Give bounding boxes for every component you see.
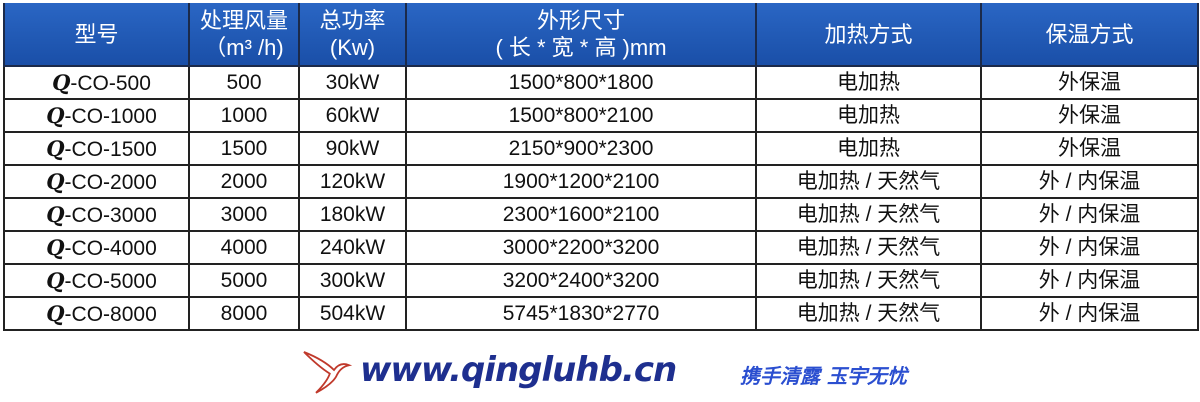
cell-model: Q-CO-5000 (3, 263, 190, 298)
model-code: -CO-500 (70, 71, 151, 95)
header-line1: 总功率 (319, 8, 386, 33)
cell-power: 240kW (298, 230, 407, 265)
cell-heating: 电加热 / 天然气 (755, 197, 982, 232)
cell-insulation: 外保温 (980, 131, 1199, 166)
cell-model: Q-CO-2000 (3, 164, 190, 199)
cell-heating: 电加热 (755, 65, 982, 100)
cell-size: 2300*1600*2100 (405, 197, 757, 232)
cell-insulation: 外保温 (980, 98, 1199, 133)
column-header: 型号 (3, 3, 190, 67)
cell-model: Q-CO-3000 (3, 197, 190, 232)
table-row: Q-CO-1000 1000 60kW 1500*800*2100 电加热 外保温 (3, 98, 1199, 133)
cell-power: 180kW (298, 197, 407, 232)
column-header: 外形尺寸( 长 * 宽 * 高 )mm (405, 3, 757, 67)
cell-airflow: 500 (188, 65, 300, 100)
cell-airflow: 3000 (188, 197, 300, 232)
header-line1: 保温方式 (1045, 21, 1134, 47)
cell-size: 5745*1830*2770 (405, 296, 757, 331)
header-line1: 型号 (74, 21, 119, 47)
model-prefix: Q (46, 234, 65, 260)
cell-insulation: 外 / 内保温 (980, 164, 1199, 199)
header-line1: 外形尺寸 (536, 8, 625, 33)
cell-size: 1500*800*2100 (405, 98, 757, 133)
watermark-url: www.qingluhb.cn (360, 350, 677, 390)
cell-power: 30kW (298, 65, 407, 100)
cell-size: 1500*800*1800 (405, 65, 757, 100)
watermark: www.qingluhb.cn 携手清露 玉宇无忧 (300, 346, 1190, 396)
cell-heating: 电加热 / 天然气 (755, 164, 982, 199)
cell-model: Q-CO-4000 (3, 230, 190, 265)
column-header: 处理风量 （m³ /h) (188, 3, 300, 67)
column-header: 加热方式 (755, 3, 982, 67)
header-line2: ( 长 * 宽 * 高 )mm (495, 35, 667, 60)
header-line1: 处理风量 (199, 8, 288, 33)
model-prefix: Q (46, 102, 65, 128)
bird-logo-icon (303, 351, 353, 394)
model-code: -CO-2000 (64, 170, 157, 194)
cell-airflow: 4000 (188, 230, 300, 265)
model-code: -CO-5000 (64, 269, 157, 293)
cell-airflow: 8000 (188, 296, 300, 331)
table-row: Q-CO-5000 5000 300kW 3200*2400*3200 电加热 / 天然… (3, 263, 1199, 298)
cell-heating: 电加热 / 天然气 (755, 296, 982, 331)
watermark-slogan: 携手清露 玉宇无忧 (740, 364, 907, 388)
spec-table: 型号 处理风量 （m³ /h) 总功率 (Kw) 外形尺寸( 长 * 宽 * 高 )mm 加… (3, 3, 1199, 331)
cell-model: Q-CO-1000 (3, 98, 190, 133)
cell-power: 300kW (298, 263, 407, 298)
header-line1: 加热方式 (824, 21, 913, 47)
model-prefix: Q (52, 69, 71, 95)
cell-heating: 电加热 (755, 98, 982, 133)
cell-size: 3200*2400*3200 (405, 263, 757, 298)
model-prefix: Q (46, 300, 65, 326)
cell-size: 3000*2200*3200 (405, 230, 757, 265)
column-header: 总功率 (Kw) (298, 3, 407, 67)
cell-size: 1900*1200*2100 (405, 164, 757, 199)
cell-power: 60kW (298, 98, 407, 133)
cell-insulation: 外保温 (980, 65, 1199, 100)
model-code: -CO-4000 (64, 236, 157, 260)
header-line2: （m³ /h) (204, 35, 284, 60)
header-line2: (Kw) (329, 35, 376, 60)
model-code: -CO-1500 (64, 137, 157, 161)
cell-insulation: 外 / 内保温 (980, 263, 1199, 298)
model-prefix: Q (46, 168, 65, 194)
table-row: Q-CO-1500 1500 90kW 2150*900*2300 电加热 外保温 (3, 131, 1199, 166)
model-prefix: Q (46, 201, 65, 227)
cell-power: 120kW (298, 164, 407, 199)
cell-model: Q-CO-500 (3, 65, 190, 100)
table-row: Q-CO-3000 3000 180kW 2300*1600*2100 电加热 / 天然… (3, 197, 1199, 232)
cell-airflow: 2000 (188, 164, 300, 199)
cell-heating: 电加热 / 天然气 (755, 263, 982, 298)
cell-insulation: 外 / 内保温 (980, 296, 1199, 331)
column-header: 保温方式 (980, 3, 1199, 67)
header-row: 型号 处理风量 （m³ /h) 总功率 (Kw) 外形尺寸( 长 * 宽 * 高 )mm 加… (3, 3, 1199, 67)
model-code: -CO-8000 (64, 302, 157, 326)
model-code: -CO-1000 (64, 104, 157, 128)
model-prefix: Q (46, 135, 65, 161)
cell-airflow: 1500 (188, 131, 300, 166)
cell-heating: 电加热 (755, 131, 982, 166)
cell-insulation: 外 / 内保温 (980, 230, 1199, 265)
model-prefix: Q (46, 267, 65, 293)
cell-airflow: 1000 (188, 98, 300, 133)
table-row: Q-CO-4000 4000 240kW 3000*2200*3200 电加热 / 天然… (3, 230, 1199, 265)
cell-power: 90kW (298, 131, 407, 166)
table-row: Q-CO-2000 2000 120kW 1900*1200*2100 电加热 / 天然… (3, 164, 1199, 199)
table-row: Q-CO-500 500 30kW 1500*800*1800 电加热 外保温 (3, 65, 1199, 100)
cell-size: 2150*900*2300 (405, 131, 757, 166)
table-row: Q-CO-8000 8000 504kW 5745*1830*2770 电加热 / 天然… (3, 296, 1199, 331)
cell-insulation: 外 / 内保温 (980, 197, 1199, 232)
cell-heating: 电加热 / 天然气 (755, 230, 982, 265)
cell-power: 504kW (298, 296, 407, 331)
cell-airflow: 5000 (188, 263, 300, 298)
cell-model: Q-CO-1500 (3, 131, 190, 166)
cell-model: Q-CO-8000 (3, 296, 190, 331)
model-code: -CO-3000 (64, 203, 157, 227)
